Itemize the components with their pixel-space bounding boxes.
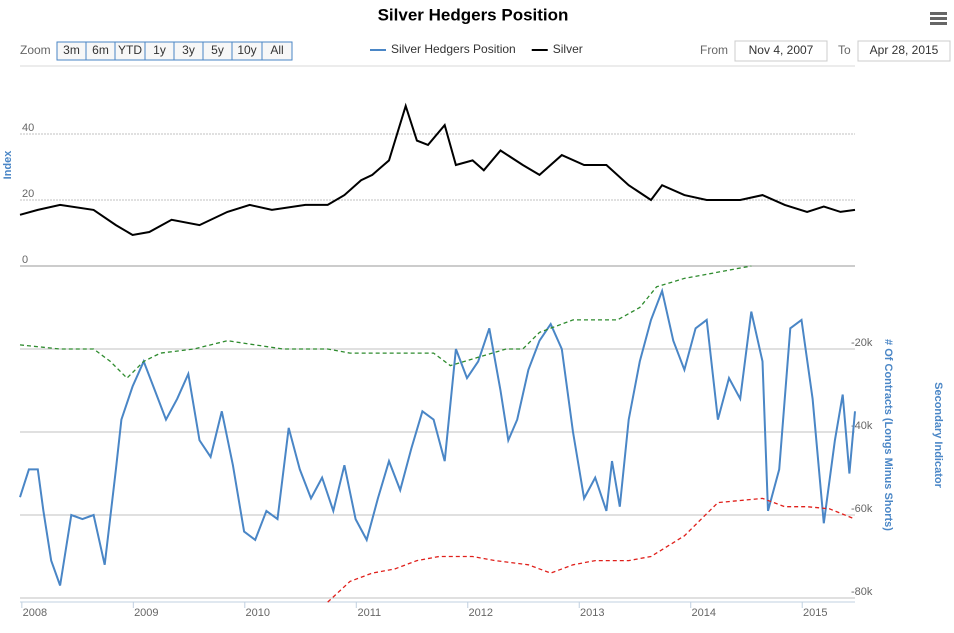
x-tick-label: 2008 xyxy=(23,607,47,619)
legend-label[interactable]: Silver Hedgers Position xyxy=(391,42,516,56)
x-tick-label: 2011 xyxy=(357,607,381,619)
y2-group-title: Secondary Indicator xyxy=(932,382,944,488)
x-tick-label: 2010 xyxy=(246,607,270,619)
x-tick-label: 2013 xyxy=(580,607,604,619)
y-axis-title: Index xyxy=(2,150,14,180)
y2-tick-label: -40k xyxy=(851,420,873,432)
y-tick-label: 40 xyxy=(22,122,34,134)
x-tick-label: 2009 xyxy=(134,607,158,619)
x-tick-label: 2015 xyxy=(803,607,827,619)
to-input[interactable] xyxy=(857,40,951,62)
y-tick-label: 0 xyxy=(22,254,28,266)
y2-tick-label: -60k xyxy=(851,503,873,515)
x-tick-label: 2012 xyxy=(469,607,493,619)
x-tick-label: 2014 xyxy=(691,607,715,619)
y2-tick-label: -20k xyxy=(851,337,873,349)
from-input[interactable] xyxy=(734,40,828,62)
menu-icon[interactable] xyxy=(930,12,947,25)
zoom-button-label: YTD xyxy=(118,43,142,57)
to-date: Apr 28, 2015 xyxy=(870,43,939,57)
zoom-button-label: 3y xyxy=(182,43,195,57)
legend-label[interactable]: Silver xyxy=(553,42,583,56)
series-line xyxy=(327,497,856,603)
zoom-button[interactable] xyxy=(261,41,293,61)
zoom-button-label: 6m xyxy=(92,43,109,57)
zoom-button-label: 3m xyxy=(63,43,80,57)
y2-axis-title: # Of Contracts (Longs Minus Shorts) xyxy=(882,339,894,531)
zoom-button-label: All xyxy=(270,43,283,57)
series-line xyxy=(19,265,752,380)
series-line xyxy=(19,102,856,237)
zoom-button-label: 5y xyxy=(211,43,224,57)
series-line xyxy=(19,287,856,586)
chart-title: Silver Hedgers Position xyxy=(378,5,569,24)
zoom-label: Zoom xyxy=(20,43,51,57)
to-label: To xyxy=(838,43,851,57)
from-label: From xyxy=(700,43,728,57)
zoom-button-label: 10y xyxy=(237,43,256,57)
from-date: Nov 4, 2007 xyxy=(749,43,814,57)
y-tick-label: 20 xyxy=(22,188,34,200)
zoom-button-label: 1y xyxy=(153,43,166,57)
y2-tick-label: -80k xyxy=(851,586,873,598)
